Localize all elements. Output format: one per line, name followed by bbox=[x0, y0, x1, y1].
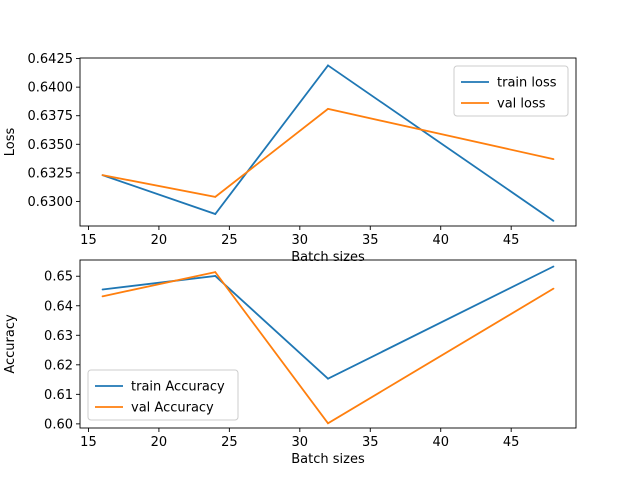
data-point-0-0-2 bbox=[327, 64, 329, 67]
data-point-1-0-1 bbox=[214, 275, 217, 277]
x-tick-label-1-4: 35 bbox=[362, 435, 379, 450]
x-tick-label-1-0: 15 bbox=[80, 435, 97, 450]
data-point-0-1-3 bbox=[552, 158, 555, 161]
x-tick-label-0-0: 15 bbox=[80, 233, 97, 248]
accuracy-plot: 15 20 25 30 35 40 45 0.60 0.61 0.62 0.63 0.64 0.65 Ba… bbox=[3, 259, 577, 467]
x-tick-label-0-4: 35 bbox=[362, 233, 379, 248]
legend-0: train loss val loss bbox=[453, 65, 569, 117]
y-axis-label-1: Accuracy bbox=[3, 314, 18, 374]
y-tick-label-1-2: 0.62 bbox=[44, 358, 73, 373]
x-axis-label-0: Batch sizes bbox=[291, 250, 365, 265]
x-tick-label-0-3: 30 bbox=[292, 233, 309, 248]
x-tick-label-1-1: 20 bbox=[151, 435, 168, 450]
y-tick-label-0-4: 0.6400 bbox=[28, 81, 74, 96]
loss-plot: 15 20 25 30 35 40 45 0.6300 0.6325 0.6350 0.6375 0.… bbox=[3, 52, 577, 265]
y-tick-label-1-1: 0.61 bbox=[44, 388, 73, 403]
data-point-0-1-0 bbox=[101, 174, 104, 177]
legend-label-1-1: val Accuracy bbox=[131, 401, 214, 416]
series-line-1-0 bbox=[102, 265, 554, 380]
data-point-1-1-2 bbox=[327, 422, 329, 425]
y-axis-label-0: Loss bbox=[3, 128, 18, 157]
x-axis-label-1: Batch sizes bbox=[291, 452, 365, 467]
data-point-1-0-3 bbox=[552, 265, 555, 268]
axes-frame-0 bbox=[79, 57, 577, 227]
data-point-0-0-3 bbox=[552, 219, 555, 222]
y-tick-label-0-1: 0.6325 bbox=[28, 166, 74, 181]
data-point-1-0-0 bbox=[101, 288, 104, 291]
y-tick-label-1-4: 0.64 bbox=[44, 299, 73, 314]
axes-frame-1 bbox=[79, 259, 577, 429]
x-tick-label-1-3: 30 bbox=[292, 435, 309, 450]
y-tick-label-0-3: 0.6375 bbox=[28, 109, 74, 124]
x-tick-label-0-1: 20 bbox=[151, 233, 168, 248]
data-point-0-1-2 bbox=[327, 107, 329, 110]
y-tick-label-0-0: 0.6300 bbox=[28, 195, 74, 210]
legend-label-0-1: val loss bbox=[497, 97, 546, 112]
legend-box-1 bbox=[87, 369, 239, 421]
x-tick-label-0-6: 45 bbox=[503, 233, 520, 248]
x-tick-label-0-5: 40 bbox=[432, 233, 449, 248]
data-point-1-1-0 bbox=[101, 295, 104, 298]
series-line-1-1 bbox=[102, 271, 554, 425]
legend-1: train Accuracy val Accuracy bbox=[87, 369, 239, 421]
data-point-1-1-1 bbox=[214, 271, 217, 274]
legend-label-1-0: train Accuracy bbox=[131, 380, 225, 395]
y-tick-label-1-3: 0.63 bbox=[44, 329, 73, 344]
x-tick-label-1-2: 25 bbox=[221, 435, 238, 450]
y-tick-label-0-5: 0.6425 bbox=[28, 52, 74, 67]
y-tick-label-1-5: 0.65 bbox=[44, 270, 73, 285]
data-point-1-0-2 bbox=[327, 377, 329, 380]
x-tick-label-1-5: 40 bbox=[432, 435, 449, 450]
y-tick-label-1-0: 0.60 bbox=[44, 417, 73, 432]
data-point-0-1-1 bbox=[214, 195, 217, 198]
data-point-0-0-1 bbox=[214, 213, 217, 215]
series-line-0-0 bbox=[102, 64, 554, 222]
y-tick-label-0-2: 0.6350 bbox=[28, 138, 74, 153]
x-tick-label-0-2: 25 bbox=[221, 233, 238, 248]
x-tick-label-1-6: 45 bbox=[503, 435, 520, 450]
legend-label-0-0: train loss bbox=[497, 76, 557, 91]
series-line-0-1 bbox=[102, 107, 554, 198]
data-point-1-1-3 bbox=[552, 287, 555, 290]
